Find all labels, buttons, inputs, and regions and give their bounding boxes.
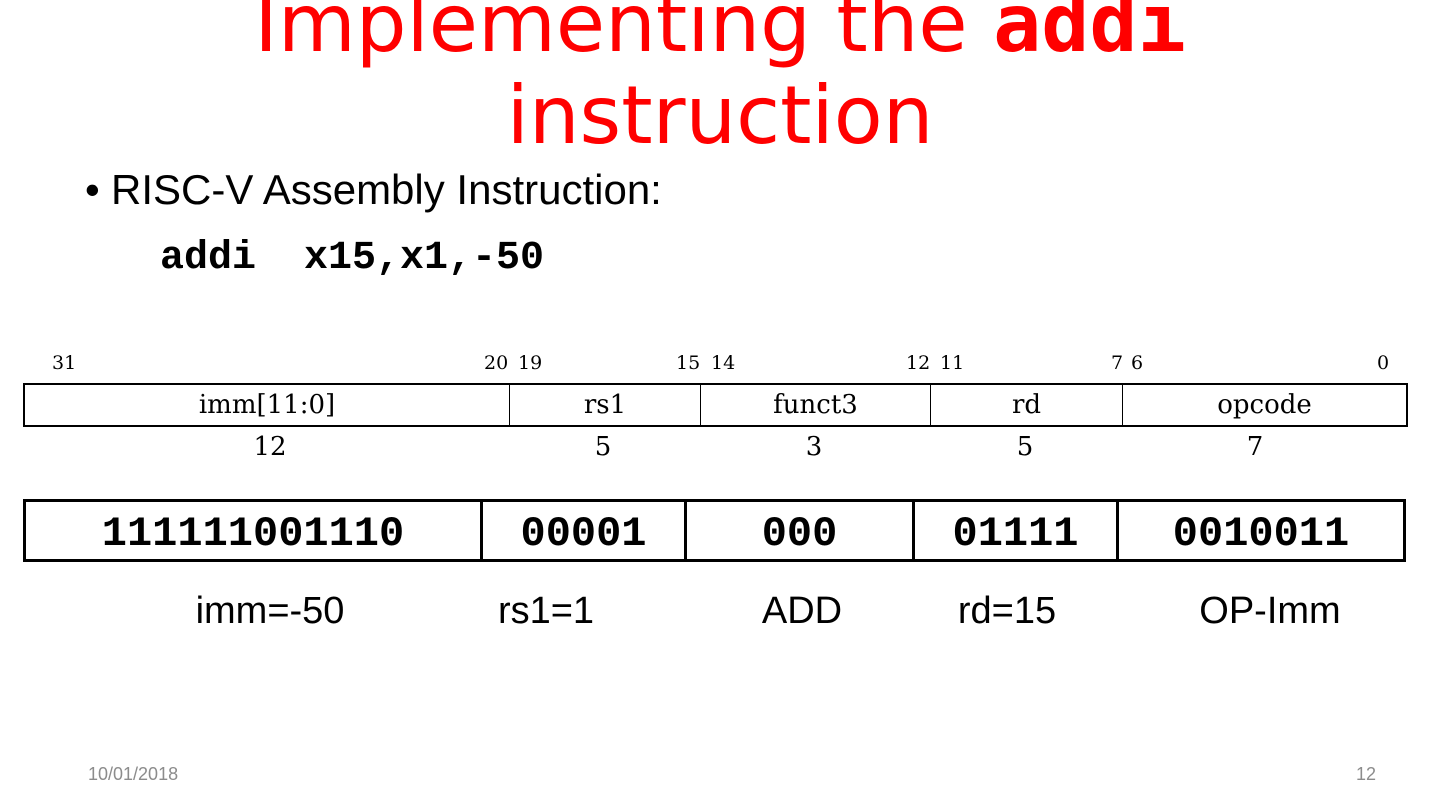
instruction-format-table: imm[11:0] rs1 funct3 rd opcode xyxy=(23,383,1408,427)
bits-rs1: 00001 xyxy=(483,502,687,559)
title-line2: instruction xyxy=(506,69,934,162)
bit-label: 14 xyxy=(711,352,736,374)
meaning-funct3: ADD xyxy=(761,590,843,632)
bit-label: 0 xyxy=(1377,352,1390,374)
field-size: 5 xyxy=(594,432,612,462)
bit-label: 12 xyxy=(906,352,931,374)
field-funct3: funct3 xyxy=(701,385,931,425)
field-size: 12 xyxy=(253,432,287,462)
bit-label: 15 xyxy=(676,352,701,374)
footer-date: 10/01/2018 xyxy=(88,764,179,784)
meaning-rd: rd=15 xyxy=(957,590,1057,632)
bullet-icon: • xyxy=(85,166,100,213)
bit-label: 31 xyxy=(52,352,77,374)
bits-funct3: 000 xyxy=(687,502,915,559)
bit-label: 19 xyxy=(518,352,543,374)
meaning-opcode: OP-Imm xyxy=(1199,590,1341,632)
bits-opcode: 0010011 xyxy=(1172,510,1350,558)
bit-label: 7 xyxy=(1111,352,1124,374)
field-opcode: opcode xyxy=(1217,390,1312,420)
field-size: 3 xyxy=(805,432,823,462)
bit-label: 20 xyxy=(484,352,509,374)
slide-title: Implementing the addi instruction xyxy=(0,0,1440,162)
title-text: Implementing the xyxy=(254,0,994,70)
binary-encoding-table: 111111001110 00001 000 01111 0010011 xyxy=(23,499,1406,562)
field-imm: imm[11:0] xyxy=(25,385,510,425)
title-code: addi xyxy=(993,0,1186,70)
field-rd: rd xyxy=(931,385,1123,425)
meaning-rs1: rs1=1 xyxy=(497,590,595,632)
field-size: 7 xyxy=(1246,432,1264,462)
page-number: 12 xyxy=(1356,764,1377,784)
bit-label: 6 xyxy=(1131,352,1144,374)
bullet-text: RISC-V Assembly Instruction: xyxy=(111,166,662,213)
field-rs1: rs1 xyxy=(510,385,701,425)
field-size: 5 xyxy=(1016,432,1034,462)
bit-label: 11 xyxy=(940,352,965,374)
bullet-item: • RISC-V Assembly Instruction: xyxy=(85,166,662,214)
bits-rd: 01111 xyxy=(915,502,1119,559)
bits-imm: 111111001110 xyxy=(26,502,483,559)
meaning-imm: imm=-50 xyxy=(195,590,345,632)
assembly-code: addi x15,x1,-50 xyxy=(160,236,545,281)
